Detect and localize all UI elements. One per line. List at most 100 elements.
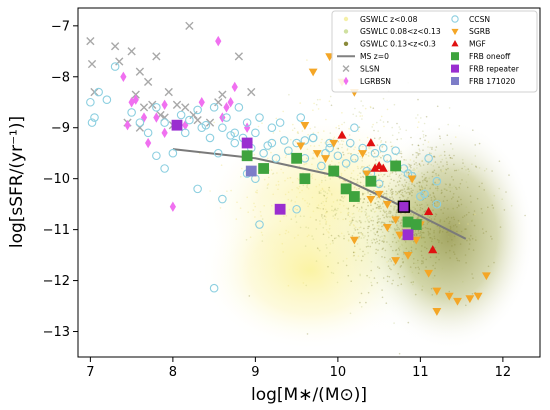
gswlc-dot — [353, 204, 355, 207]
gswlc-dot — [422, 180, 424, 182]
gswlc-dot — [377, 220, 379, 222]
gswlc-dot — [449, 183, 451, 185]
gswlc-dot — [462, 216, 464, 219]
gswlc-dot — [327, 231, 329, 233]
gswlc-dot — [359, 172, 361, 175]
gswlc-dot — [315, 260, 318, 262]
gswlc-dot — [413, 241, 415, 243]
frb-171020-point — [245, 165, 257, 177]
gswlc-dot — [379, 205, 382, 208]
gswlc-dot — [461, 179, 463, 181]
gswlc-dot — [471, 220, 473, 222]
gswlc-dot — [362, 193, 364, 195]
gswlc-dot — [322, 200, 325, 203]
gswlc-dot — [416, 217, 419, 219]
gswlc-dot — [425, 221, 428, 224]
gswlc-dot — [353, 254, 355, 257]
gswlc-dot — [350, 172, 353, 175]
gswlc-dot — [432, 165, 435, 167]
sgrb-point — [382, 201, 392, 209]
gswlc-dot — [396, 122, 398, 125]
gswlc-dot — [458, 196, 460, 198]
gswlc-dot — [282, 251, 284, 253]
gswlc-dot — [326, 247, 328, 249]
gswlc-dot — [423, 173, 425, 176]
gswlc-dot — [316, 167, 318, 170]
gswlc-dot — [363, 253, 366, 256]
gswlc-dot — [419, 188, 421, 191]
gswlc-dot — [413, 163, 416, 165]
gswlc-dot — [325, 200, 328, 203]
gswlc-dot — [440, 169, 442, 171]
gswlc-dot — [424, 209, 427, 212]
gswlc-dot — [524, 214, 526, 217]
gswlc-dot — [428, 177, 431, 179]
gswlc-dot — [356, 178, 359, 181]
slsn-point — [87, 59, 97, 69]
legend-label-frb-repeater: FRB repeater — [469, 64, 520, 73]
gswlc-dot — [334, 207, 337, 210]
gswlc-dot — [433, 237, 436, 240]
gswlc-dot — [395, 211, 398, 213]
gswlc-dot — [318, 144, 321, 147]
ccsn-point — [284, 146, 293, 155]
gswlc-dot — [401, 189, 404, 191]
gswlc-dot — [271, 204, 273, 207]
gswlc-dot — [460, 198, 462, 201]
gswlc-dot — [395, 193, 397, 196]
mgf-point — [428, 245, 438, 254]
gswlc-dot — [275, 117, 278, 120]
gswlc-dot — [339, 199, 342, 201]
gswlc-dot — [391, 126, 394, 129]
gswlc-dot — [396, 192, 399, 195]
gswlc-dot — [396, 138, 399, 141]
gswlc-dot — [361, 233, 363, 235]
gswlc-dot — [418, 217, 421, 219]
gswlc-dot — [415, 203, 418, 205]
gswlc-dot — [389, 173, 391, 176]
gswlc-dot — [498, 187, 501, 190]
gswlc-dot — [474, 144, 477, 146]
gswlc-dot — [405, 129, 408, 132]
gswlc-dot — [450, 198, 453, 200]
lgrbsn-point — [140, 112, 148, 123]
gswlc-dot — [460, 203, 463, 206]
sgrb-point — [391, 257, 401, 265]
gswlc-dot — [413, 258, 415, 260]
ccsn-point — [325, 143, 334, 153]
gswlc-dot — [226, 190, 228, 192]
gswlc-dot — [367, 225, 370, 228]
gswlc-dot — [353, 251, 356, 254]
gswlc-dot — [448, 222, 450, 225]
gswlc-dot — [362, 201, 365, 203]
gswlc-dot — [230, 189, 232, 192]
ccsn-point — [94, 87, 103, 97]
gswlc-dot — [374, 202, 377, 205]
gswlc-dot — [423, 232, 425, 234]
gswlc-dot — [431, 183, 434, 185]
gswlc-dot — [394, 213, 397, 216]
gswlc-dot — [376, 230, 379, 233]
gswlc-dot — [395, 193, 398, 196]
gswlc-dot — [364, 211, 366, 213]
sgrb-point — [362, 170, 372, 179]
gswlc-dot — [439, 135, 441, 137]
gswlc-dot — [401, 219, 403, 221]
gswlc-dot — [416, 210, 418, 212]
gswlc-dot — [420, 250, 423, 252]
gswlc-dot — [266, 187, 269, 189]
gswlc-dot — [284, 156, 287, 159]
gswlc-dot — [354, 245, 356, 247]
gswlc-dot — [260, 231, 263, 234]
gswlc-dot — [389, 141, 392, 143]
gswlc-dot — [393, 209, 395, 211]
gswlc-dot — [311, 163, 313, 166]
gswlc-dot — [385, 190, 388, 192]
gswlc-dot — [415, 156, 418, 159]
gswlc-dot — [352, 212, 355, 215]
gswlc-dot — [356, 221, 359, 223]
gswlc-dot — [325, 216, 327, 218]
gswlc-dot — [473, 224, 476, 227]
sgrb-point — [473, 292, 483, 301]
gswlc-dot — [402, 194, 404, 196]
